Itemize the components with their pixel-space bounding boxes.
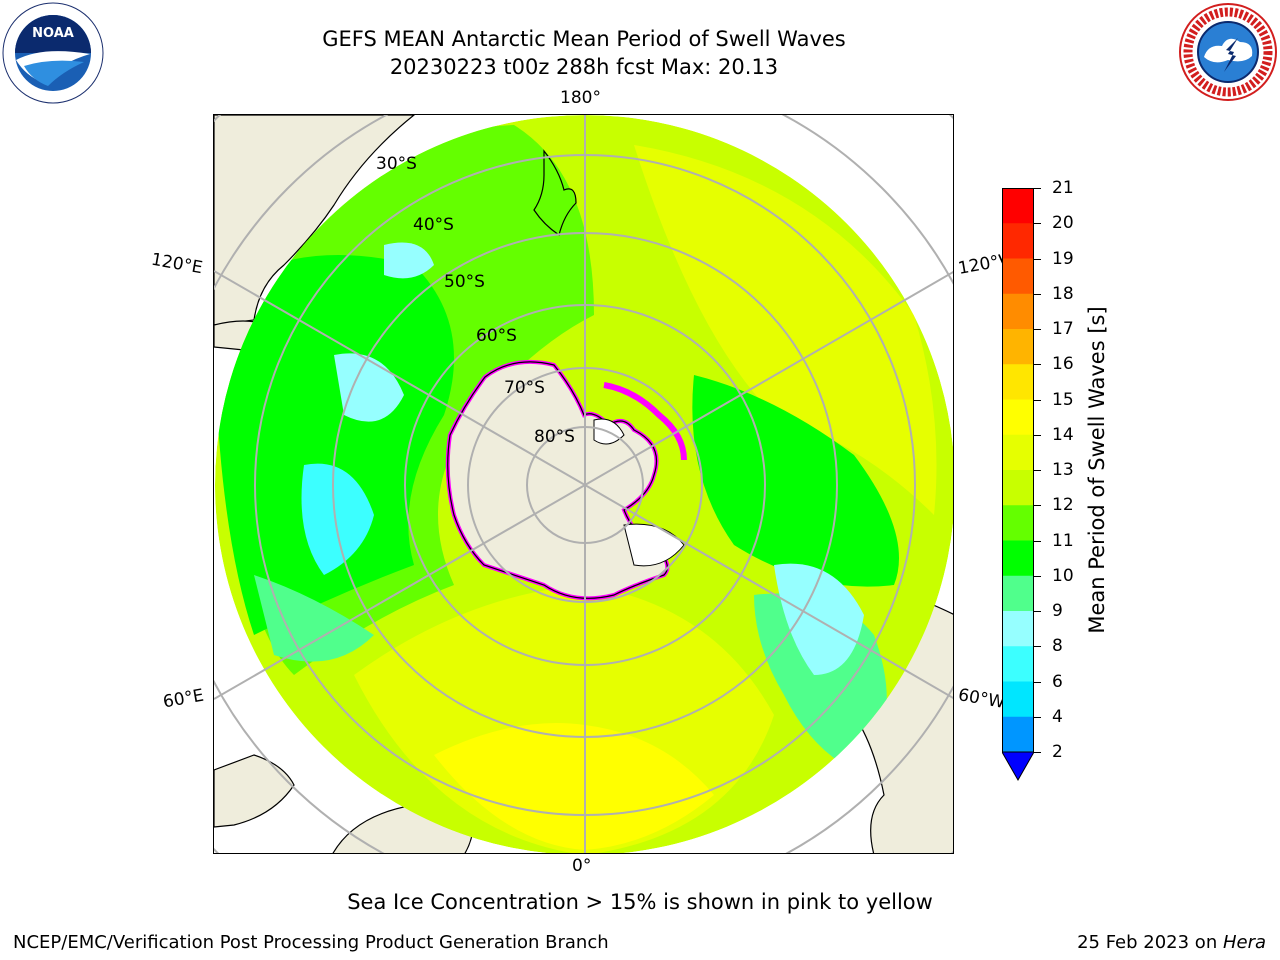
lat-label-30s: 30°S [376,154,417,174]
footer-host: Hera [1222,932,1266,953]
colorbar-segment [1002,611,1034,647]
colorbar [1002,188,1034,782]
colorbar-segment [1002,716,1034,753]
footer-credit: NCEP/EMC/Verification Post Processing Pr… [13,932,609,953]
lat-label-40s: 40°S [413,215,454,235]
lat-labels: 30°S 40°S 50°S 60°S 70°S 80°S [376,154,575,447]
colorbar-segment [1002,223,1034,259]
colorbar-tick-label: 14 [1052,424,1074,445]
colorbar-tick-mark [1034,470,1041,471]
colorbar-tick-mark [1034,575,1041,577]
colorbar-tick-label: 19 [1052,248,1074,269]
colorbar-label: Mean Period of Swell Waves [s] [1085,306,1109,634]
lat-label-70s: 70°S [504,378,545,398]
colorbar-tick-mark [1034,611,1041,612]
colorbar-segment [1002,540,1034,577]
colorbar-tick-label: 9 [1052,601,1063,621]
colorbar-tick-mark [1034,434,1041,436]
polar-map: 30°S 40°S 50°S 60°S 70°S 80°S [213,114,954,854]
colorbar-tick-mark [1034,681,1041,683]
colorbar-tick-label: 12 [1052,495,1074,516]
colorbar-outline [1002,188,1034,753]
colorbar-tick-mark [1034,752,1041,753]
nws-logo [1179,3,1277,101]
lon-label-180: 180° [560,88,601,108]
antarctica [445,359,687,601]
colorbar-tick-label: 6 [1052,671,1063,692]
colorbar-tick-mark [1034,399,1041,401]
colorbar-segment [1002,681,1034,718]
lat-label-80s: 80°S [534,427,575,447]
colorbar-segment [1002,188,1034,224]
colorbar-segment [1002,258,1034,295]
colorbar-segment [1002,505,1034,541]
colorbar-tick-mark [1034,540,1041,542]
colorbar-segment [1002,575,1034,612]
colorbar-segment [1002,364,1034,400]
colorbar-segment [1002,646,1034,682]
colorbar-extend-min [1002,751,1034,782]
colorbar-tick-mark [1034,293,1041,295]
colorbar-tick-label: 17 [1052,319,1074,339]
lat-label-50s: 50°S [444,272,485,292]
colorbar-segment [1002,293,1034,330]
colorbar-tick-mark [1034,258,1041,260]
colorbar-segment [1002,470,1034,506]
colorbar-segment [1002,434,1034,471]
chart-subtitle: 20230223 t00z 288h fcst Max: 20.13 [389,55,779,79]
colorbar-tick-mark [1034,505,1041,507]
sea-ice-note: Sea Ice Concentration > 15% is shown in … [347,890,933,914]
colorbar-tick-label: 10 [1052,565,1074,586]
colorbar-tick-label: 18 [1052,283,1074,304]
noaa-logo-text: NOAA [32,26,74,41]
colorbar-tick-label: 13 [1052,460,1074,480]
colorbar-tick-label: 16 [1052,354,1074,375]
lon-label-0: 0° [572,856,592,876]
colorbar-tick-label: 21 [1052,178,1074,198]
colorbar-tick-mark [1034,364,1041,366]
colorbar-segment [1002,329,1034,365]
noaa-logo: NOAA [2,2,104,104]
colorbar-tick-mark [1034,716,1041,718]
colorbar-tick-label: 4 [1052,706,1063,727]
new-zealand [533,149,577,236]
lon-label-120e: 120°E [149,249,205,279]
colorbar-tick-mark [1034,646,1041,648]
swell-period-field [215,115,953,853]
colorbar-tick-mark [1034,188,1041,189]
lon-label-60e: 60°E [161,685,206,713]
colorbar-tick-label: 11 [1052,530,1074,551]
colorbar-tick-label: 20 [1052,213,1074,234]
polar-map-canvas: 30°S 40°S 50°S 60°S 70°S 80°S [214,115,953,853]
footer-date: 25 Feb 2023 on Hera [1077,932,1266,953]
colorbar-tick-mark [1034,223,1041,225]
colorbar-tick-label: 8 [1052,636,1063,657]
colorbar-segment [1002,399,1034,436]
chart-title: GEFS MEAN Antarctic Mean Period of Swell… [322,27,846,51]
colorbar-tick-label: 15 [1052,389,1074,410]
colorbar-tick-mark [1034,329,1041,330]
colorbar-tick-label: 2 [1052,742,1063,762]
lat-label-60s: 60°S [476,326,517,346]
lon-label-60w: 60°W [956,685,1007,713]
graticule [214,115,953,853]
